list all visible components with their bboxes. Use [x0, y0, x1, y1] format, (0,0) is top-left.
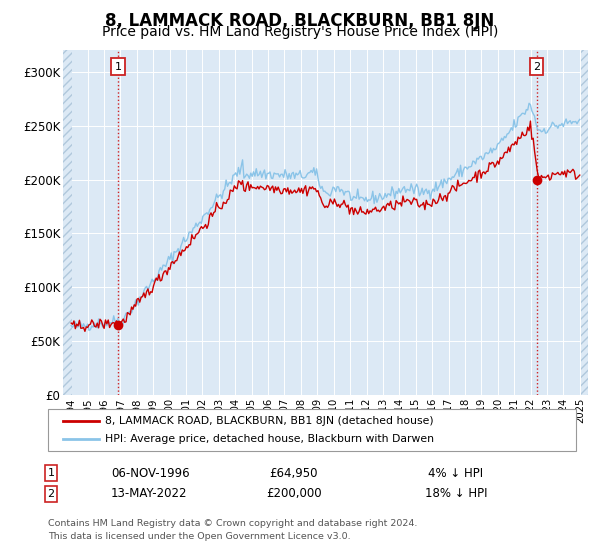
Text: 8, LAMMACK ROAD, BLACKBURN, BB1 8JN (detached house): 8, LAMMACK ROAD, BLACKBURN, BB1 8JN (det… — [105, 416, 434, 426]
Bar — [581, 50, 590, 395]
Text: This data is licensed under the Open Government Licence v3.0.: This data is licensed under the Open Gov… — [48, 532, 350, 541]
Text: 2: 2 — [47, 489, 55, 499]
Text: 18% ↓ HPI: 18% ↓ HPI — [425, 487, 487, 501]
Text: HPI: Average price, detached house, Blackburn with Darwen: HPI: Average price, detached house, Blac… — [105, 434, 434, 444]
Text: Contains HM Land Registry data © Crown copyright and database right 2024.: Contains HM Land Registry data © Crown c… — [48, 519, 418, 528]
Text: 1: 1 — [47, 468, 55, 478]
Bar — [63, 50, 72, 395]
Text: 06-NOV-1996: 06-NOV-1996 — [111, 466, 190, 480]
Text: 2: 2 — [533, 62, 540, 72]
Text: 13-MAY-2022: 13-MAY-2022 — [111, 487, 187, 501]
Text: Price paid vs. HM Land Registry's House Price Index (HPI): Price paid vs. HM Land Registry's House … — [102, 25, 498, 39]
Text: 8, LAMMACK ROAD, BLACKBURN, BB1 8JN: 8, LAMMACK ROAD, BLACKBURN, BB1 8JN — [106, 12, 494, 30]
Text: 4% ↓ HPI: 4% ↓ HPI — [428, 466, 484, 480]
Text: £200,000: £200,000 — [266, 487, 322, 501]
Text: £64,950: £64,950 — [270, 466, 318, 480]
Text: 1: 1 — [115, 62, 121, 72]
